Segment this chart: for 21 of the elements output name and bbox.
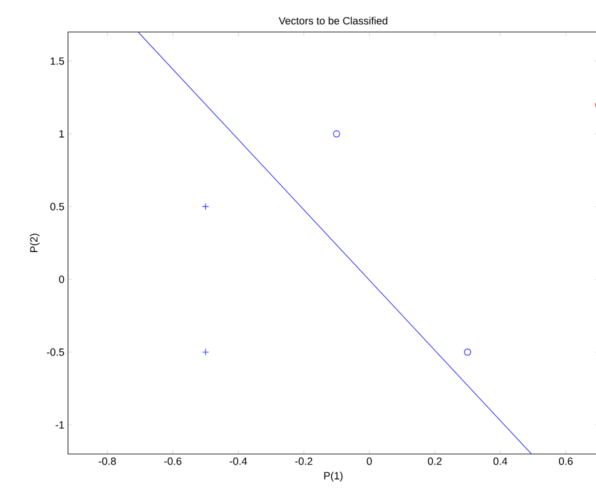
y-tick-label: 0.5 — [50, 202, 64, 210]
point — [333, 130, 340, 138]
y-tick-label: 1 — [59, 130, 64, 138]
y-tick-label: 1.5 — [50, 57, 64, 65]
y-tick-label: -1 — [56, 421, 64, 428]
x-tick-label: 0 — [366, 458, 372, 465]
y-tick-label: -0.5 — [46, 348, 64, 356]
x-tick-label: -0.8 — [98, 458, 116, 465]
x-tick-label: -0.2 — [295, 458, 312, 465]
x-axis-title: P(1) — [324, 472, 343, 482]
point — [464, 348, 472, 356]
x-tick-label: -0.6 — [164, 458, 182, 465]
point — [202, 348, 210, 356]
y-tick-label: 0 — [59, 276, 64, 284]
x-tick-label: 0.6 — [558, 458, 573, 465]
point — [202, 203, 210, 210]
chart-title: Vectors to be Classified — [278, 16, 388, 24]
y-axis-title: P(2) — [30, 234, 40, 252]
x-tick-label: 0.2 — [428, 458, 442, 465]
x-tick-label: 0.4 — [493, 458, 508, 465]
x-tick-label: -0.4 — [230, 458, 248, 465]
